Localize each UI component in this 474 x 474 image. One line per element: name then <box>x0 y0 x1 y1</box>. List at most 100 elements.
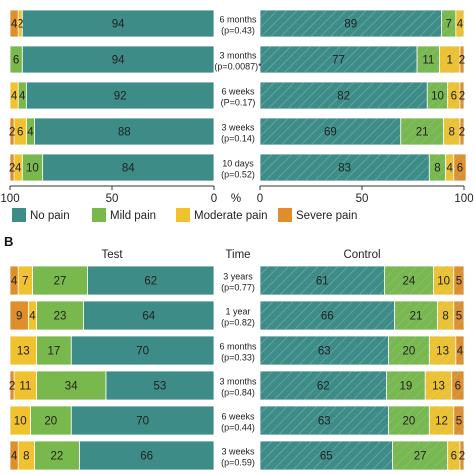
panel-a-control-bar-hatch-severe-pain <box>453 154 467 181</box>
panel-b-control-bar-hatch-mild-pain <box>384 266 434 295</box>
panel-b-control-bar-hatch-severe-pain <box>453 266 464 295</box>
panel-a-test-data-label-severe-pain: 2 <box>9 127 15 139</box>
panel-a-test-data-label-mild-pain: 4 <box>27 127 34 139</box>
panel-a-control-data-label-mild-pain: 7 <box>445 19 451 31</box>
panel-b-control-data-label-severe-pain: 5 <box>456 276 462 288</box>
panel-b-control-data-label-mild-pain: 19 <box>399 381 412 393</box>
panel-b-control-data-label-mild-pain: 24 <box>403 276 416 288</box>
panel-a-control-data-label-mild-pain: 11 <box>422 55 434 67</box>
panel-b-test-data-label-no-pain: 53 <box>154 381 167 393</box>
panel-b-control-bar-hatch-no-pain <box>260 266 385 295</box>
panel-a-control-bar-hatch-no-pain <box>260 154 430 181</box>
panel-a-control-bar-hatch-mild-pain <box>429 154 446 181</box>
panel-a-p-value: (p=0.52) <box>221 170 255 180</box>
panel-a-control-data-label-moderate-pain: 8 <box>449 127 455 139</box>
panel-a-control-data-label-no-pain: 77 <box>332 55 345 67</box>
panel-a-right-tick-100: 100 <box>454 193 473 205</box>
panel-a-test-data-label-mild-pain: 6 <box>13 55 19 67</box>
panel-a-left-tick-100: 100 <box>0 193 19 205</box>
panel-b-p-value: (p=0.82) <box>221 318 255 328</box>
panel-b-control-bars: 61 24 10 566 21 8 563 20 13 462 19 13 663 20 12 565 27 6 2 <box>259 265 465 471</box>
panel-b-control-data-label-severe-pain: 6 <box>455 381 461 393</box>
legend-swatch-severe-pain <box>278 208 292 222</box>
panel-b-test-data-label-mild-pain: 22 <box>51 451 64 463</box>
panel-a-control-bar-hatch-no-pain <box>260 82 428 109</box>
panel-b-control-bar-hatch-moderate-pain <box>437 301 454 330</box>
legend-label-mild-pain: Mild pain <box>110 210 156 222</box>
panel-a-time-label: 6 months <box>219 15 257 25</box>
panel-b-control-data-label-moderate-pain: 13 <box>436 346 449 358</box>
panel-b-test-data-label-moderate-pain: 13 <box>17 346 30 358</box>
panel-b-test-bar-mild-pain <box>32 265 88 296</box>
panel-a-time-label: 10 days <box>222 159 254 169</box>
panel-b-test-data-label-no-pain: 70 <box>136 346 149 358</box>
panel-a-test-data-label-severe-pain: 2 <box>9 163 15 175</box>
panel-a-test-data-label-no-pain: 92 <box>114 91 127 103</box>
panel-a-test-data-label-no-pain: 94 <box>112 55 125 67</box>
panel-a-control-bar-hatch-moderate-pain <box>443 118 460 145</box>
panel-b-control-data-label-moderate-pain: 6 <box>451 451 457 463</box>
panel-a-control-data-label-severe-pain: 2 <box>459 91 465 103</box>
panel-b-test-bar-severe-pain <box>9 440 19 471</box>
panel-b-test-bar-severe-pain <box>9 265 19 296</box>
panel-b-control-bar-hatch-no-pain <box>260 336 389 365</box>
panel-a-test-data-label-moderate-pain: 2 <box>17 19 23 31</box>
panel-b-test-bar-severe-pain <box>9 300 29 331</box>
panel-b-control-bar-hatch-no-pain <box>260 406 389 435</box>
panel-b-control-bar-hatch-mild-pain <box>394 301 438 330</box>
panel-b-test-bar-severe-pain <box>9 370 15 401</box>
panel-a-test-data-label-no-pain: 94 <box>112 19 125 31</box>
panel-a-control-data-label-moderate-pain: 1 <box>447 55 453 67</box>
legend-swatch-moderate-pain <box>176 208 190 222</box>
panel-b-control-bar-hatch-severe-pain <box>455 336 464 365</box>
panel-a-test-bar-moderate-pain <box>9 81 19 110</box>
panel-b-control-title: Control <box>343 249 380 261</box>
panel-b-time-label: 1 year <box>225 307 250 317</box>
panel-a-control-bar-hatch-mild-pain <box>400 118 444 145</box>
panel-a-control-bar-hatch-moderate-pain <box>445 154 454 181</box>
panel-a-left-tick-50: 50 <box>106 193 119 205</box>
panel-b-test-data-label-no-pain: 66 <box>140 451 153 463</box>
panel-b-control-bar-hatch-severe-pain <box>453 301 464 330</box>
panel-b-p-value: (p=0.44) <box>221 423 255 433</box>
panel-a-control-bar-hatch-no-pain <box>260 10 442 37</box>
panel-a-test-data-label-moderate-pain: 6 <box>17 127 23 139</box>
panel-b-time-labels: 3 years(p=0.77)1 year(p=0.82)6 months(p=… <box>219 272 257 468</box>
panel-b-time-label: 3 years <box>223 272 253 282</box>
panel-b-control-bar-hatch-moderate-pain <box>429 336 456 365</box>
panel-a-control-data-label-no-pain: 82 <box>337 91 350 103</box>
panel-b-control-data-label-moderate-pain: 10 <box>437 276 450 288</box>
panel-a-control-bar-hatch-mild-pain <box>417 46 440 73</box>
panel-a-control-bar-hatch-severe-pain <box>459 46 464 73</box>
panel-b-control-data-label-mild-pain: 20 <box>403 416 416 428</box>
panel-a-p-value: (P=0.17) <box>221 98 256 108</box>
panel-a-p-value: (p=0.14) <box>221 134 255 144</box>
panel-a-control-bar-hatch-severe-pain <box>459 82 464 109</box>
panel-b-test-title: Test <box>101 249 123 261</box>
panel-a-test-data-label-severe-pain: 4 <box>11 19 18 31</box>
panel-a-test-bar-mild-pain <box>9 45 23 74</box>
panel-a-control-bar-hatch-mild-pain <box>441 10 456 37</box>
panel-b-control-data-label-no-pain: 61 <box>316 276 329 288</box>
panel-b-control-data-label-moderate-pain: 13 <box>432 381 445 393</box>
panel-b-control-bar-hatch-mild-pain <box>386 371 426 400</box>
panel-a-control-data-label-mild-pain: 21 <box>416 127 429 139</box>
panel-a-test-bar-no-pain <box>25 81 215 110</box>
panel-a-control-bar-hatch-no-pain <box>260 118 401 145</box>
panel-b-control-bar-hatch-moderate-pain <box>429 406 454 435</box>
panel-b-test-data-label-mild-pain: 20 <box>44 416 57 428</box>
panel-b-test-bar-no-pain <box>87 265 215 296</box>
panel-b-control-data-label-mild-pain: 27 <box>414 451 427 463</box>
panel-a-test-bar-severe-pain <box>9 9 19 38</box>
panel-b-test-bar-mild-pain <box>34 440 80 471</box>
panel-a-control-data-label-severe-pain: 2 <box>459 55 465 67</box>
panel-a-control-data-label-no-pain: 69 <box>324 127 337 139</box>
panel-b-control-bar-hatch-no-pain <box>260 441 393 470</box>
panel-b-control-bar-hatch-severe-pain <box>451 371 464 400</box>
panel-b-test-data-label-moderate-pain: 11 <box>19 381 31 393</box>
panel-b-test-data-label-severe-pain: 2 <box>9 381 15 393</box>
panel-b-test-data-label-no-pain: 64 <box>142 311 155 323</box>
legend-swatch-no-pain <box>12 208 26 222</box>
